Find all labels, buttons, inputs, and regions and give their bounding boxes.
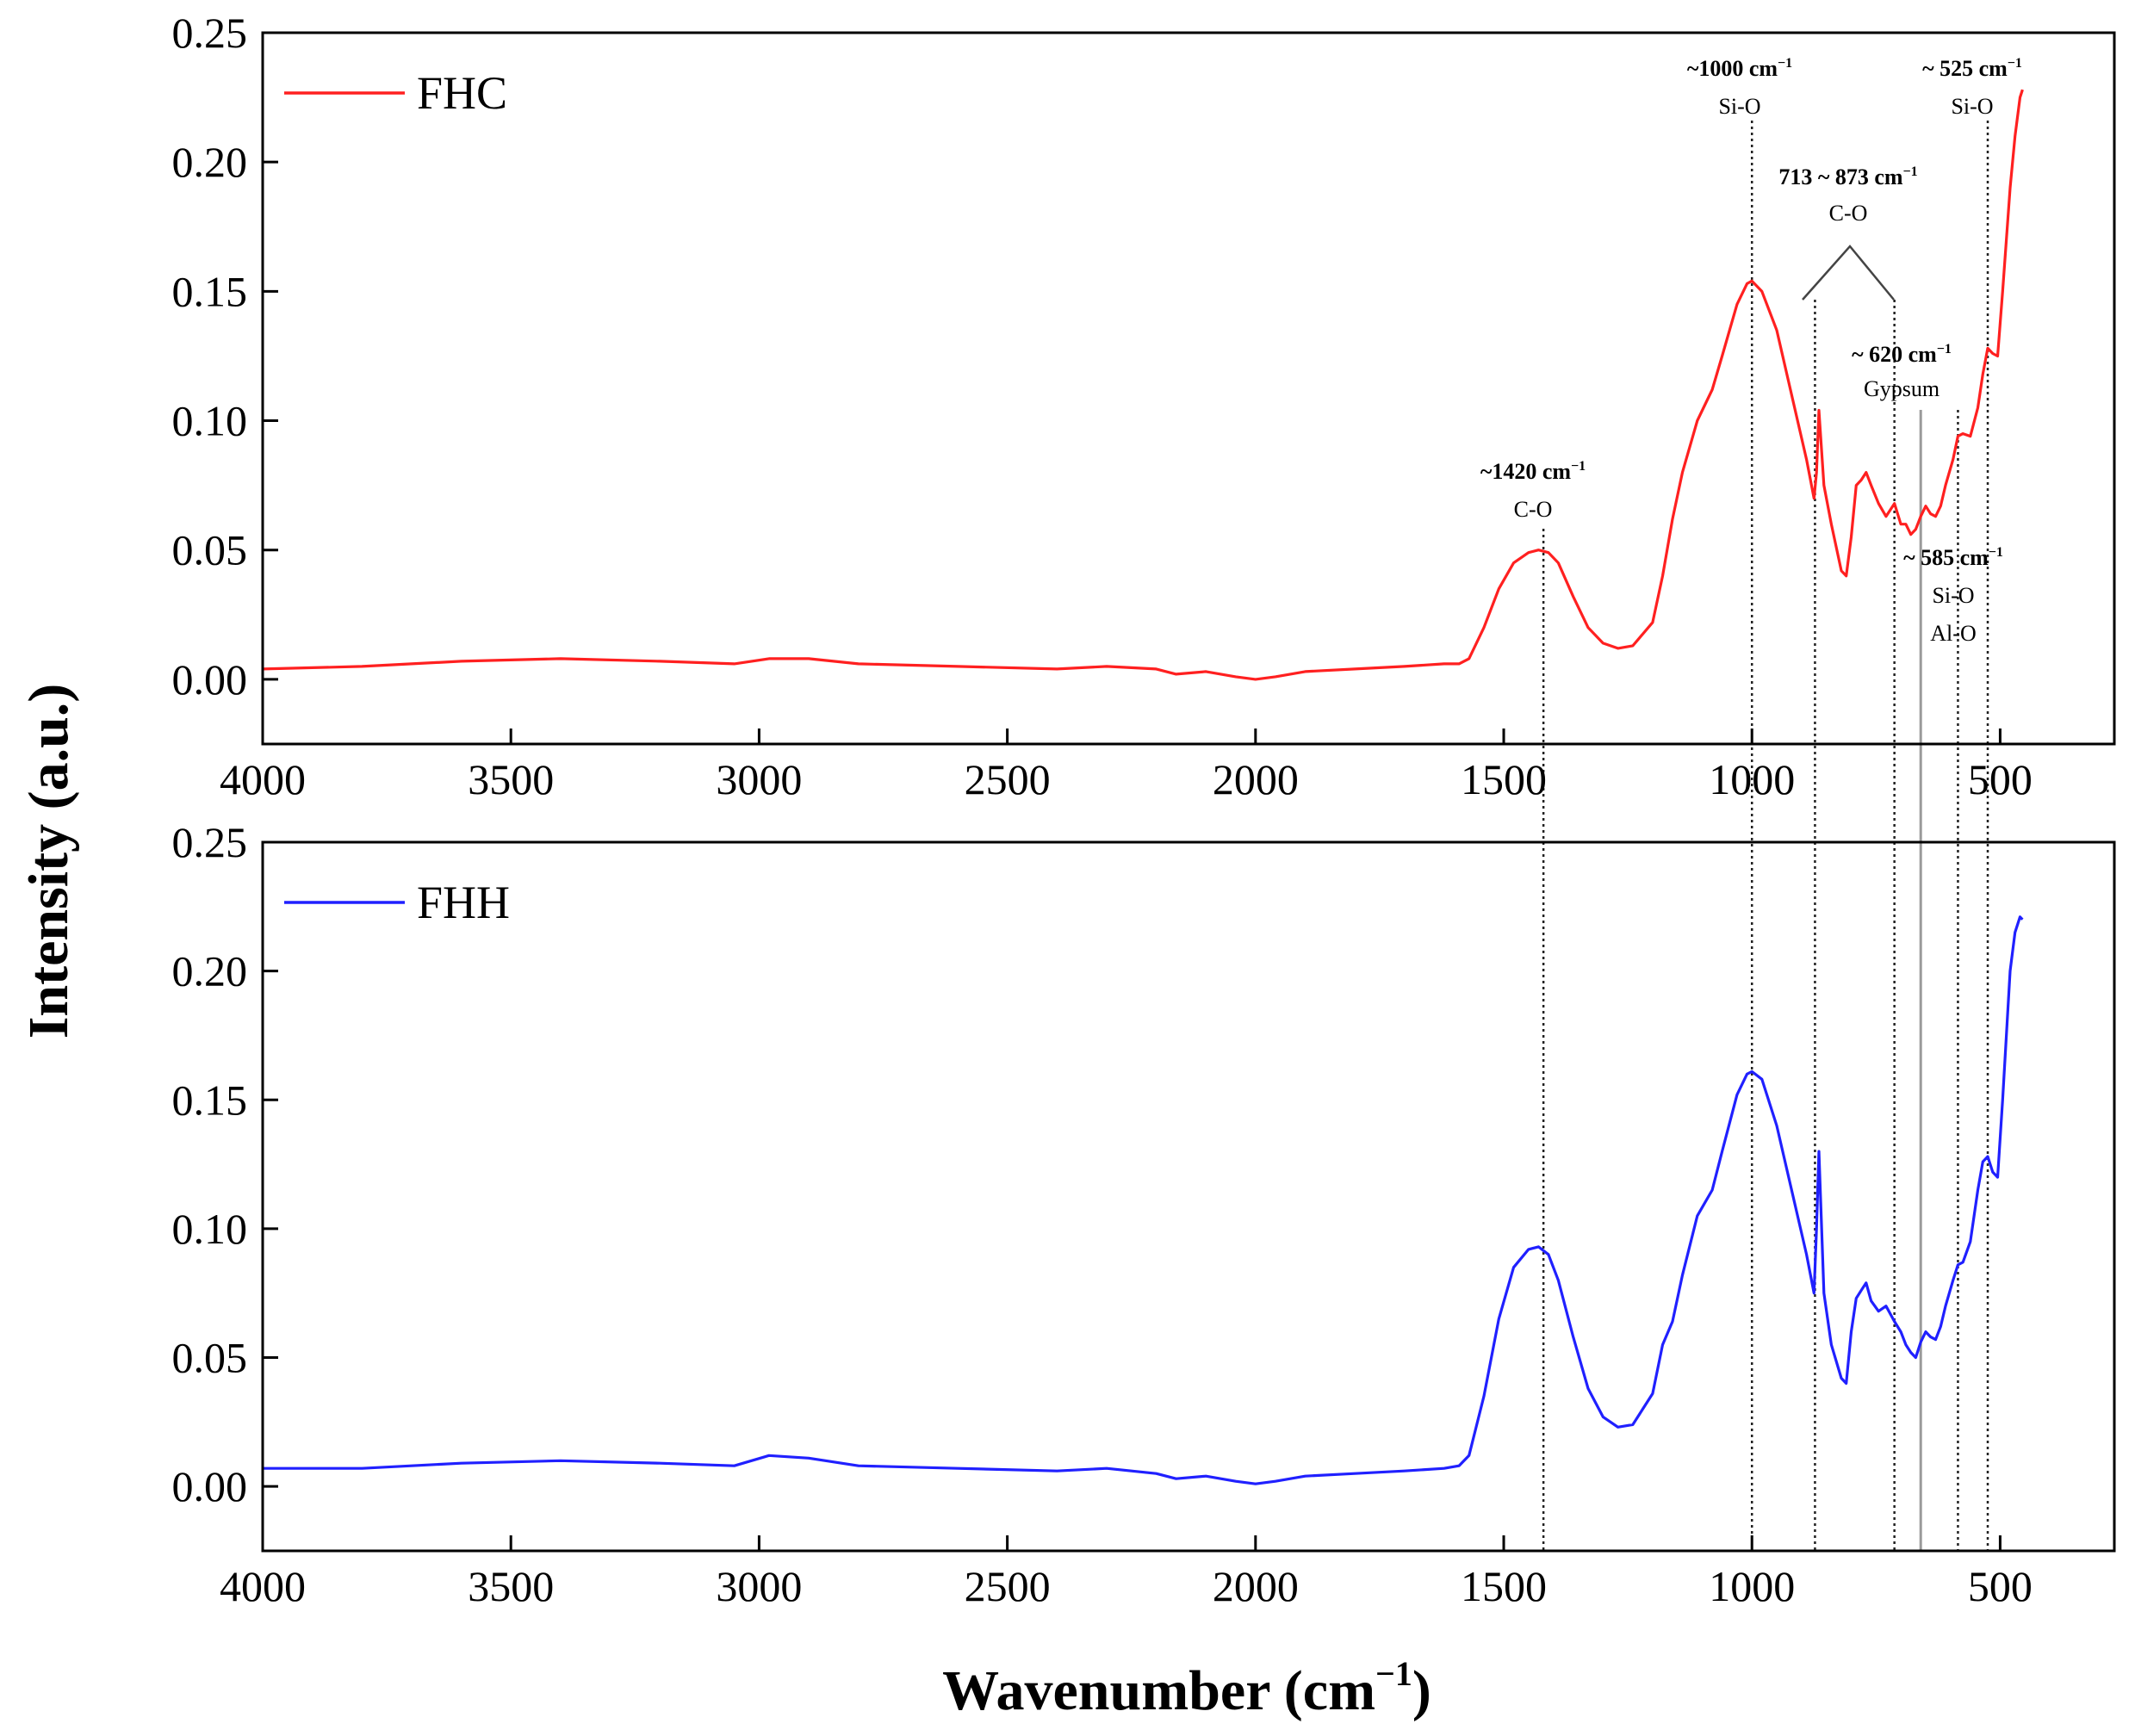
annotation-585-bond-2: Al-O: [1930, 621, 1976, 646]
fhc-x-tick-label: 500: [1968, 755, 2033, 803]
fhc-x-axis: 4000 3500 3000 2500 2000 1500 1000 500: [220, 728, 2033, 803]
fhh-series-line: [263, 915, 2024, 1485]
x-axis-title-close: ): [1412, 1659, 1431, 1722]
annotation-620-label: Gypsum: [1864, 376, 1939, 401]
x-axis-title-main: Wavenumber (cm: [942, 1659, 1375, 1722]
annotation-1420-bond: C-O: [1514, 497, 1553, 522]
annotation-525: ~ 525 cm−1 Si-O: [1922, 56, 2022, 119]
fhh-legend-label: FHH: [417, 877, 510, 928]
fhc-legend-label: FHC: [417, 67, 507, 119]
fhh-x-tick-label: 4000: [220, 1562, 306, 1610]
fhc-y-tick-label: 0.05: [172, 526, 248, 574]
fhc-x-tick-label: 1500: [1461, 755, 1547, 803]
fhh-y-tick-label: 0.20: [172, 947, 248, 995]
fhh-x-axis: 4000 3500 3000 2500 2000 1500 1000 500: [220, 1535, 2033, 1610]
fhc-x-tick-label: 3000: [716, 755, 802, 803]
fhh-y-tick-label: 0.00: [172, 1462, 248, 1510]
annotation-525-bond: Si-O: [1951, 94, 1993, 119]
fhc-y-tick-label: 0.25: [172, 9, 248, 57]
fhc-x-tick-label: 2500: [965, 755, 1051, 803]
co-range-bracket: [1802, 245, 1895, 301]
annotation-1000-bond: Si-O: [1718, 94, 1760, 119]
x-axis-title: Wavenumber (cm−1): [942, 1654, 1431, 1722]
fhh-x-tick-label: 3000: [716, 1562, 802, 1610]
annotation-585-wavenumber: ~ 585 cm−1: [1903, 545, 2003, 570]
fhh-y-tick-label: 0.10: [172, 1205, 248, 1253]
annotation-1420-wavenumber: ~1420 cm−1: [1480, 459, 1586, 484]
fhh-x-tick-label: 2500: [965, 1562, 1051, 1610]
fhc-x-tick-label: 4000: [220, 755, 306, 803]
reference-lines: [1542, 121, 1989, 1551]
fhh-y-axis: 0.00 0.05 0.10 0.15 0.20 0.25: [172, 818, 278, 1510]
fhc-series-line: [262, 89, 2024, 681]
annotation-1000-wavenumber: ~1000 cm−1: [1687, 56, 1792, 81]
annotation-620-wavenumber: ~ 620 cm−1: [1852, 342, 1952, 367]
fhh-x-tick-label: 1500: [1461, 1562, 1547, 1610]
annotation-713-873: 713 ~ 873 cm−1 C-O: [1778, 164, 1917, 226]
fhh-x-tick-label: 1000: [1709, 1562, 1795, 1610]
annotation-525-wavenumber: ~ 525 cm−1: [1922, 56, 2022, 81]
fhc-y-axis: 0.00 0.05 0.10 0.15 0.20 0.25: [172, 9, 278, 704]
fhh-x-tick-label: 2000: [1213, 1562, 1299, 1610]
fhc-y-tick-label: 0.10: [172, 397, 248, 445]
fhc-legend: FHC: [284, 67, 507, 119]
fhc-y-tick-label: 0.20: [172, 138, 248, 186]
fhh-plot-frame: [261, 840, 2116, 1553]
panel-fhh: 0.00 0.05 0.10 0.15 0.20 0.25 4000 3500 3000 250…: [172, 818, 2116, 1610]
fhc-x-tick-label: 3500: [468, 755, 554, 803]
annotation-713-873-wavenumber: 713 ~ 873 cm−1: [1778, 164, 1917, 189]
fhh-x-tick-label: 3500: [468, 1562, 554, 1610]
annotation-1420: ~1420 cm−1 C-O: [1480, 459, 1586, 522]
annotation-585: ~ 585 cm−1 Si-O Al-O: [1903, 545, 2003, 646]
fhh-y-tick-label: 0.15: [172, 1076, 248, 1124]
fhc-plot-frame: [261, 31, 2116, 746]
panel-fhc: 0.00 0.05 0.10 0.15 0.20 0.25 4000 3500 3000 250…: [172, 9, 2116, 803]
annotation-620: ~ 620 cm−1 Gypsum: [1852, 342, 1952, 401]
y-axis-title: Intensity (a.u.): [17, 684, 80, 1039]
fhc-x-tick-label: 2000: [1213, 755, 1299, 803]
fhh-y-tick-label: 0.25: [172, 818, 248, 866]
fhc-y-tick-label: 0.00: [172, 655, 248, 704]
fhh-legend: FHH: [284, 877, 510, 928]
annotation-1000: ~1000 cm−1 Si-O: [1687, 56, 1792, 119]
annotation-585-bond-1: Si-O: [1932, 583, 1974, 608]
x-axis-title-sup: −1: [1375, 1654, 1412, 1693]
fhh-y-tick-label: 0.05: [172, 1334, 248, 1382]
annotation-713-873-bond: C-O: [1829, 201, 1868, 226]
fhc-x-tick-label: 1000: [1709, 755, 1795, 803]
fhh-x-tick-label: 500: [1968, 1562, 2033, 1610]
fhc-y-tick-label: 0.15: [172, 267, 248, 315]
